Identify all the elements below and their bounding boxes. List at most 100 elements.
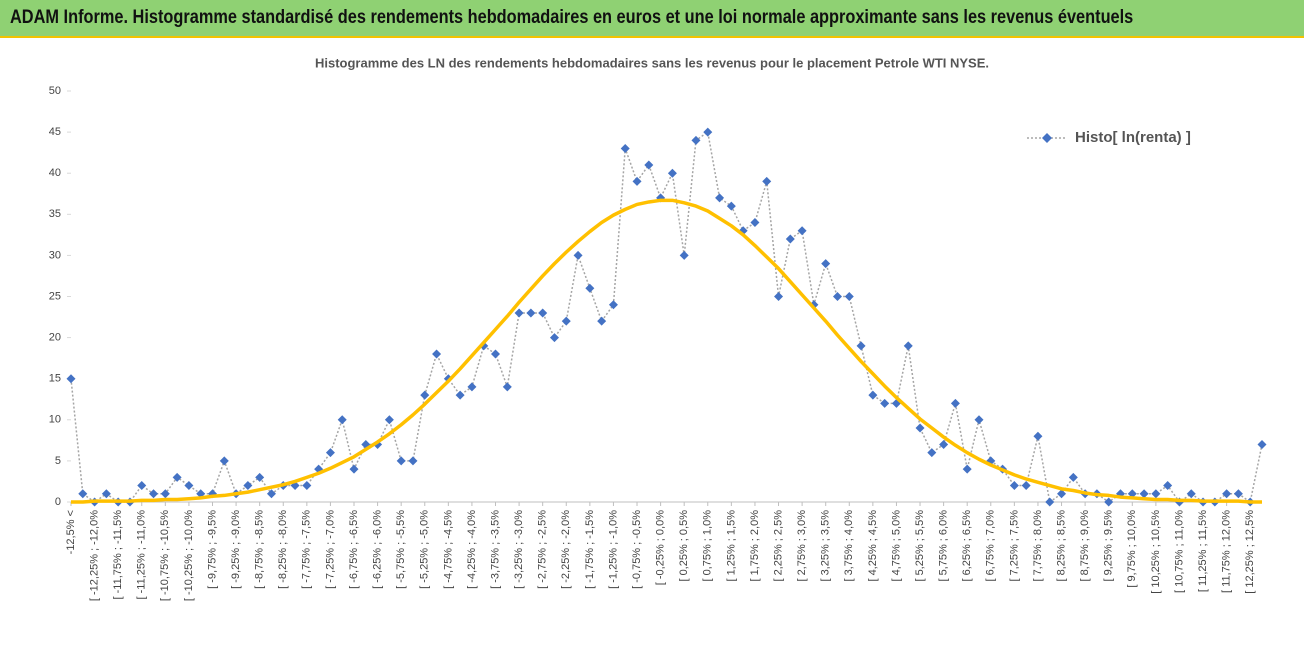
x-tick-label: [ 2,75% ; 3,0% xyxy=(796,510,808,582)
y-tick-label: 10 xyxy=(49,414,61,426)
marker xyxy=(962,464,972,474)
x-tick-label: [ -6,75% ; -6,5% xyxy=(348,510,360,589)
marker xyxy=(832,292,842,301)
x-tick-label: [ 11,25% ; 11,5% xyxy=(1197,510,1209,592)
marker xyxy=(797,226,807,236)
x-tick-label: [ 1,75% ; 2,0% xyxy=(749,510,761,582)
x-tick-label: [ -1,25% ; -1,0% xyxy=(607,510,619,589)
marker xyxy=(750,218,760,228)
marker xyxy=(1068,472,1078,482)
x-tick-label: [ -10,25% ; -10,0% xyxy=(183,510,195,601)
x-tick-label: [ -2,25% ; -2,0% xyxy=(560,510,572,589)
marker xyxy=(974,415,984,425)
marker xyxy=(1151,489,1161,499)
x-tick-label: [ 8,25% ; 8,5% xyxy=(1055,510,1067,582)
x-tick-label: [ 5,25% ; 5,5% xyxy=(914,510,926,582)
marker xyxy=(219,456,229,466)
marker xyxy=(667,168,677,178)
marker xyxy=(538,308,548,318)
marker xyxy=(1186,489,1196,499)
marker xyxy=(349,464,359,474)
x-tick-label: [ -2,75% ; -2,5% xyxy=(537,510,549,589)
chart: Histogramme des LN des rendements hebdom… xyxy=(49,55,1267,601)
marker xyxy=(939,439,949,449)
normal-curve xyxy=(71,198,1262,504)
marker xyxy=(432,349,442,359)
x-tick-label: [ 0,25% ; 0,5% xyxy=(678,510,690,582)
marker xyxy=(856,341,866,351)
marker xyxy=(66,374,76,384)
marker xyxy=(384,415,394,425)
x-tick-label: [ -5,75% ; -5,5% xyxy=(395,510,407,589)
marker xyxy=(703,127,713,137)
marker xyxy=(915,423,925,433)
marker xyxy=(691,135,701,145)
chart-title: Histogramme des LN des rendements hebdom… xyxy=(315,55,989,70)
marker xyxy=(243,481,253,491)
marker xyxy=(1033,431,1043,441)
x-tick-label: [ 9,75% ; 10,0% xyxy=(1126,510,1138,588)
x-tick-label: [ 3,25% ; 3,5% xyxy=(820,510,832,582)
marker xyxy=(491,349,501,359)
marker xyxy=(255,472,265,482)
y-tick-label: 0 xyxy=(55,496,61,508)
x-tick-label: [ -9,25% ; -9,0% xyxy=(230,510,242,589)
marker xyxy=(1057,489,1067,499)
y-tick-label: 25 xyxy=(49,290,61,302)
marker xyxy=(337,415,347,425)
x-tick-label: [ 2,25% ; 2,5% xyxy=(772,510,784,582)
y-tick-label: 50 xyxy=(49,85,61,97)
marker xyxy=(1163,481,1173,491)
marker xyxy=(644,160,654,170)
marker xyxy=(762,176,772,186)
marker xyxy=(101,489,111,499)
marker xyxy=(597,316,607,326)
x-tick-label: [ 9,25% ; 9,5% xyxy=(1103,510,1115,582)
y-tick-label: 40 xyxy=(49,167,61,179)
x-tick-label: [ -0,75% ; -0,5% xyxy=(631,510,643,589)
marker xyxy=(1045,497,1055,507)
x-tick-label: [ 5,75% ; 6,0% xyxy=(938,510,950,582)
x-tick-label: [ -1,75% ; -1,5% xyxy=(584,510,596,589)
marker xyxy=(1257,439,1267,449)
marker xyxy=(679,250,689,260)
marker xyxy=(526,308,536,318)
marker xyxy=(1222,489,1232,499)
x-tick-label: [ 1,25% ; 1,5% xyxy=(725,510,737,582)
marker xyxy=(821,259,831,269)
y-tick-label: 45 xyxy=(49,126,61,138)
x-tick-label: [ -12,25% ; -12,0% xyxy=(88,510,100,601)
marker xyxy=(573,250,583,260)
marker xyxy=(184,481,194,491)
x-tick-label: [ -8,75% ; -8,5% xyxy=(254,510,266,589)
x-tick-label: [ 6,25% ; 6,5% xyxy=(961,510,973,582)
x-tick-label: [ -4,25% ; -4,0% xyxy=(466,510,478,589)
x-tick-label: [ 3,75% ; 4,0% xyxy=(843,510,855,582)
marker xyxy=(467,382,477,392)
marker xyxy=(137,481,147,491)
x-tick-label: [ -4,75% ; -4,5% xyxy=(442,510,454,589)
marker xyxy=(726,201,736,211)
marker xyxy=(585,283,595,293)
marker xyxy=(715,193,725,203)
marker xyxy=(160,489,170,499)
x-tick-label: [ 7,75% ; 8,0% xyxy=(1032,510,1044,582)
x-tick-label: [ -9,75% ; -9,5% xyxy=(206,510,218,589)
x-tick-label: [ 12,25% ; 12,5% xyxy=(1244,510,1256,594)
x-tick-label: [ 8,75% ; 9,0% xyxy=(1079,510,1091,582)
marker xyxy=(408,456,418,466)
marker xyxy=(1139,489,1149,499)
marker xyxy=(561,316,571,326)
x-tick-label: [ 6,75% ; 7,0% xyxy=(985,510,997,582)
legend-box xyxy=(997,108,1247,180)
marker xyxy=(950,398,960,408)
marker xyxy=(302,481,312,491)
marker xyxy=(620,144,630,154)
marker xyxy=(927,448,937,458)
marker xyxy=(632,176,642,186)
marker xyxy=(1021,481,1031,491)
marker xyxy=(1009,481,1019,491)
x-tick-label: [ -3,75% ; -3,5% xyxy=(489,510,501,589)
marker xyxy=(420,390,430,400)
x-tick-label: [ -3,25% ; -3,0% xyxy=(513,510,525,589)
